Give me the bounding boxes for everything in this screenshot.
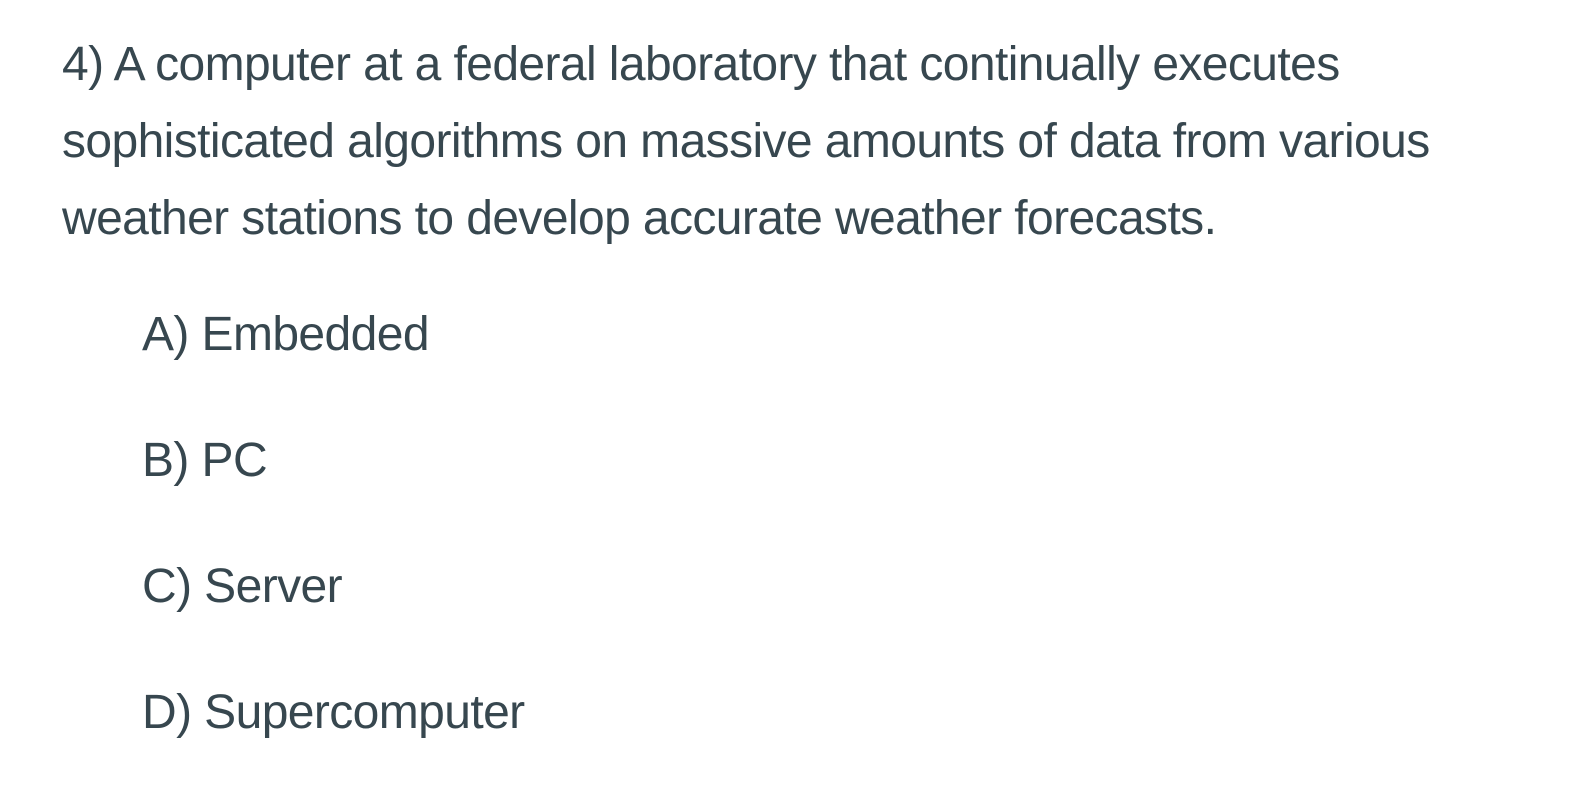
question-text: 4) A computer at a federal laboratory th… xyxy=(62,26,1502,257)
question-line: sophisticated algorithms on massive amou… xyxy=(62,115,1430,168)
answer-option-b: B) PC xyxy=(142,434,268,487)
answer-option-c: C) Server xyxy=(142,560,343,613)
answer-options-list: A) Embedded B) PC C) Server D) Supercomp… xyxy=(142,300,525,804)
question-line: weather stations to develop accurate wea… xyxy=(62,192,1217,245)
answer-option-a: A) Embedded xyxy=(142,308,430,361)
question-line: 4) A computer at a federal laboratory th… xyxy=(62,38,1340,91)
answer-option-d: D) Supercomputer xyxy=(142,686,525,739)
